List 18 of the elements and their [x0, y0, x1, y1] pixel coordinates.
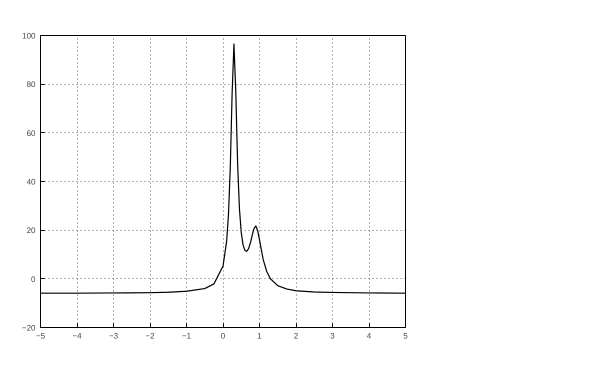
x-tick-label: 0: [220, 332, 226, 340]
x-tick-label: 5: [403, 332, 408, 340]
x-tick-label: −2: [145, 332, 156, 340]
y-tick-label: 40: [26, 178, 36, 186]
x-tick-label: −1: [182, 332, 192, 340]
x-tick-label: −5: [36, 332, 46, 340]
y-tick-label: 100: [22, 32, 36, 40]
y-tick-label: 20: [26, 226, 36, 236]
y-tick-label: 80: [26, 80, 36, 90]
y-tick-label: −20: [22, 324, 36, 332]
x-tick-label: 1: [257, 332, 262, 340]
x-tick-label: 3: [330, 332, 336, 340]
x-tick-label: 2: [294, 332, 299, 340]
x-tick-label: −4: [72, 332, 82, 340]
y-tick-label: 60: [26, 128, 36, 138]
y-tick-label: 0: [31, 274, 36, 284]
x-tick-label: 4: [366, 332, 372, 340]
x-tick-label: −3: [108, 332, 119, 340]
